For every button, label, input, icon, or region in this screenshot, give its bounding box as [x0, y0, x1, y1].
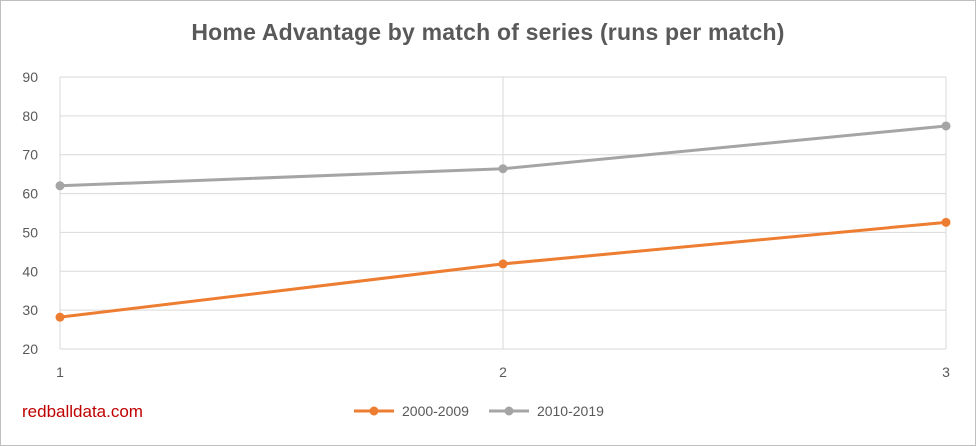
y-tick-label: 30: [22, 302, 38, 318]
y-tick-label: 80: [22, 108, 38, 124]
x-tick-label: 3: [942, 364, 950, 380]
series-lines: [55, 121, 951, 322]
x-tick-label: 1: [56, 364, 64, 380]
y-tick-label: 50: [22, 224, 38, 240]
x-tick-label: 2: [499, 364, 507, 380]
y-tick-label: 20: [22, 341, 38, 357]
y-tick-label: 70: [22, 147, 38, 163]
grid: [59, 76, 947, 350]
legend-label-0: 2000-2009: [402, 403, 469, 419]
y-tick-label: 90: [22, 69, 38, 85]
chart-title: Home Advantage by match of series (runs …: [191, 19, 785, 45]
y-tick-label: 60: [22, 186, 38, 202]
data-point: [941, 121, 951, 131]
legend-item-0: 2000-2009: [352, 403, 469, 419]
legend-marker-0: [354, 406, 394, 416]
y-axis: 20 30 40 50 60 70 80 90: [22, 69, 38, 357]
legend-marker-1: [488, 406, 529, 416]
legend-label-1: 2010-2019: [536, 403, 604, 419]
data-point: [941, 217, 951, 227]
data-point: [55, 312, 65, 322]
y-tick-label: 40: [22, 263, 38, 279]
x-axis: 1 2 3: [56, 364, 950, 380]
legend: 2000-2009 2010-2019: [352, 403, 604, 419]
data-point: [498, 259, 508, 269]
data-point: [55, 181, 65, 191]
source-watermark: redballdata.com: [22, 402, 143, 421]
data-point: [498, 164, 508, 174]
legend-item-1: 2010-2019: [487, 403, 604, 419]
